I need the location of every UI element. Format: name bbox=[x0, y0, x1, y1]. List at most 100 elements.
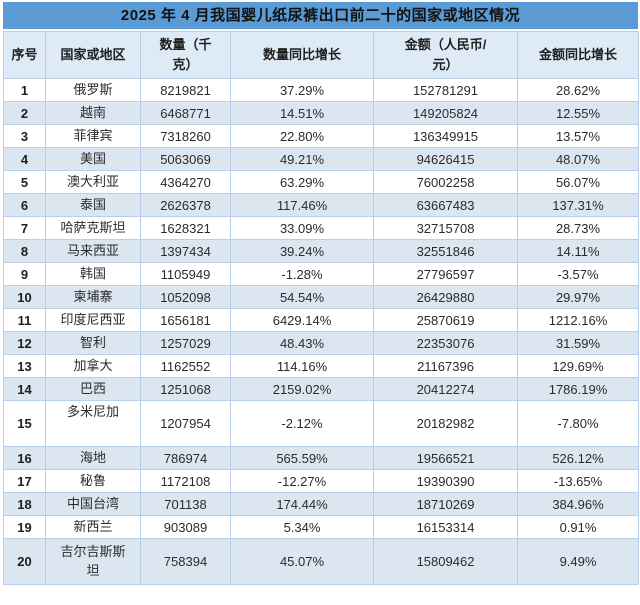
quantity-yoy-cell: 63.29% bbox=[230, 170, 374, 194]
quantity-yoy-cell: 54.54% bbox=[230, 285, 374, 309]
header-row: 序号 国家或地区 数量（千 克） 数量同比增长 金额（人民币/ 元） 金额同比增… bbox=[3, 31, 639, 79]
amount-yoy-cell: 29.97% bbox=[517, 285, 639, 309]
quantity-cell: 8219821 bbox=[140, 78, 231, 102]
table-row: 19 新西兰 903089 5.34% 16153314 0.91% bbox=[3, 515, 639, 539]
quantity-yoy-cell: -2.12% bbox=[230, 400, 374, 447]
quantity-cell: 1656181 bbox=[140, 308, 231, 332]
header-quantity-yoy: 数量同比增长 bbox=[230, 31, 374, 79]
quantity-yoy-cell: 49.21% bbox=[230, 147, 374, 171]
quantity-yoy-cell: 37.29% bbox=[230, 78, 374, 102]
amount-yoy-cell: -3.57% bbox=[517, 262, 639, 286]
country-cell: 马来西亚 bbox=[45, 239, 141, 263]
country-cell: 秘鲁 bbox=[45, 469, 141, 493]
amount-cell: 16153314 bbox=[373, 515, 518, 539]
country-cell: 哈萨克斯坦 bbox=[45, 216, 141, 240]
country-cell: 多米尼加 bbox=[45, 400, 141, 447]
table-row: 5 澳大利亚 4364270 63.29% 76002258 56.07% bbox=[3, 170, 639, 194]
amount-cell: 22353076 bbox=[373, 331, 518, 355]
rank-cell: 8 bbox=[3, 239, 46, 263]
country-cell: 菲律宾 bbox=[45, 124, 141, 148]
table-row: 13 加拿大 1162552 114.16% 21167396 129.69% bbox=[3, 354, 639, 378]
quantity-cell: 6468771 bbox=[140, 101, 231, 125]
amount-cell: 19566521 bbox=[373, 446, 518, 470]
rank-cell: 5 bbox=[3, 170, 46, 194]
table-row: 3 菲律宾 7318260 22.80% 136349915 13.57% bbox=[3, 124, 639, 148]
table-row: 7 哈萨克斯坦 1628321 33.09% 32715708 28.73% bbox=[3, 216, 639, 240]
quantity-cell: 2626378 bbox=[140, 193, 231, 217]
country-cell: 俄罗斯 bbox=[45, 78, 141, 102]
header-rank: 序号 bbox=[3, 31, 46, 79]
quantity-cell: 1397434 bbox=[140, 239, 231, 263]
amount-yoy-cell: -13.65% bbox=[517, 469, 639, 493]
amount-yoy-cell: 9.49% bbox=[517, 538, 639, 585]
quantity-yoy-cell: 14.51% bbox=[230, 101, 374, 125]
rank-cell: 6 bbox=[3, 193, 46, 217]
quantity-cell: 7318260 bbox=[140, 124, 231, 148]
table-row: 20 吉尔吉斯斯 坦 758394 45.07% 15809462 9.49% bbox=[3, 538, 639, 585]
amount-cell: 63667483 bbox=[373, 193, 518, 217]
table-row: 6 泰国 2626378 117.46% 63667483 137.31% bbox=[3, 193, 639, 217]
rank-cell: 11 bbox=[3, 308, 46, 332]
country-cell: 加拿大 bbox=[45, 354, 141, 378]
amount-cell: 32715708 bbox=[373, 216, 518, 240]
amount-yoy-cell: 137.31% bbox=[517, 193, 639, 217]
country-cell: 韩国 bbox=[45, 262, 141, 286]
quantity-yoy-cell: 6429.14% bbox=[230, 308, 374, 332]
table-row: 12 智利 1257029 48.43% 22353076 31.59% bbox=[3, 331, 639, 355]
amount-cell: 94626415 bbox=[373, 147, 518, 171]
amount-cell: 136349915 bbox=[373, 124, 518, 148]
country-cell: 印度尼西亚 bbox=[45, 308, 141, 332]
amount-cell: 26429880 bbox=[373, 285, 518, 309]
table-row: 9 韩国 1105949 -1.28% 27796597 -3.57% bbox=[3, 262, 639, 286]
amount-yoy-cell: 13.57% bbox=[517, 124, 639, 148]
table-row: 4 美国 5063069 49.21% 94626415 48.07% bbox=[3, 147, 639, 171]
amount-yoy-cell: 384.96% bbox=[517, 492, 639, 516]
quantity-cell: 786974 bbox=[140, 446, 231, 470]
quantity-cell: 701138 bbox=[140, 492, 231, 516]
country-cell: 中国台湾 bbox=[45, 492, 141, 516]
rank-cell: 4 bbox=[3, 147, 46, 171]
country-cell: 柬埔寨 bbox=[45, 285, 141, 309]
amount-yoy-cell: 526.12% bbox=[517, 446, 639, 470]
quantity-cell: 1105949 bbox=[140, 262, 231, 286]
rank-cell: 14 bbox=[3, 377, 46, 401]
amount-cell: 15809462 bbox=[373, 538, 518, 585]
table-row: 10 柬埔寨 1052098 54.54% 26429880 29.97% bbox=[3, 285, 639, 309]
country-cell: 海地 bbox=[45, 446, 141, 470]
country-cell: 智利 bbox=[45, 331, 141, 355]
quantity-yoy-cell: 22.80% bbox=[230, 124, 374, 148]
header-country: 国家或地区 bbox=[45, 31, 141, 79]
amount-cell: 20182982 bbox=[373, 400, 518, 447]
quantity-yoy-cell: 48.43% bbox=[230, 331, 374, 355]
quantity-yoy-cell: -1.28% bbox=[230, 262, 374, 286]
amount-yoy-cell: 28.62% bbox=[517, 78, 639, 102]
quantity-cell: 1628321 bbox=[140, 216, 231, 240]
rank-cell: 19 bbox=[3, 515, 46, 539]
amount-cell: 76002258 bbox=[373, 170, 518, 194]
quantity-yoy-cell: 174.44% bbox=[230, 492, 374, 516]
amount-yoy-cell: 1212.16% bbox=[517, 308, 639, 332]
rank-cell: 9 bbox=[3, 262, 46, 286]
amount-yoy-cell: -7.80% bbox=[517, 400, 639, 447]
rank-cell: 2 bbox=[3, 101, 46, 125]
rank-cell: 18 bbox=[3, 492, 46, 516]
amount-cell: 25870619 bbox=[373, 308, 518, 332]
quantity-yoy-cell: 117.46% bbox=[230, 193, 374, 217]
rank-cell: 17 bbox=[3, 469, 46, 493]
table-row: 16 海地 786974 565.59% 19566521 526.12% bbox=[3, 446, 639, 470]
rank-cell: 7 bbox=[3, 216, 46, 240]
table-row: 2 越南 6468771 14.51% 149205824 12.55% bbox=[3, 101, 639, 125]
amount-cell: 21167396 bbox=[373, 354, 518, 378]
quantity-cell: 1052098 bbox=[140, 285, 231, 309]
quantity-cell: 1257029 bbox=[140, 331, 231, 355]
rank-cell: 1 bbox=[3, 78, 46, 102]
quantity-cell: 1162552 bbox=[140, 354, 231, 378]
quantity-yoy-cell: 39.24% bbox=[230, 239, 374, 263]
quantity-cell: 1207954 bbox=[140, 400, 231, 447]
amount-cell: 149205824 bbox=[373, 101, 518, 125]
rank-cell: 16 bbox=[3, 446, 46, 470]
quantity-cell: 903089 bbox=[140, 515, 231, 539]
table-row: 17 秘鲁 1172108 -12.27% 19390390 -13.65% bbox=[3, 469, 639, 493]
quantity-yoy-cell: -12.27% bbox=[230, 469, 374, 493]
quantity-yoy-cell: 2159.02% bbox=[230, 377, 374, 401]
